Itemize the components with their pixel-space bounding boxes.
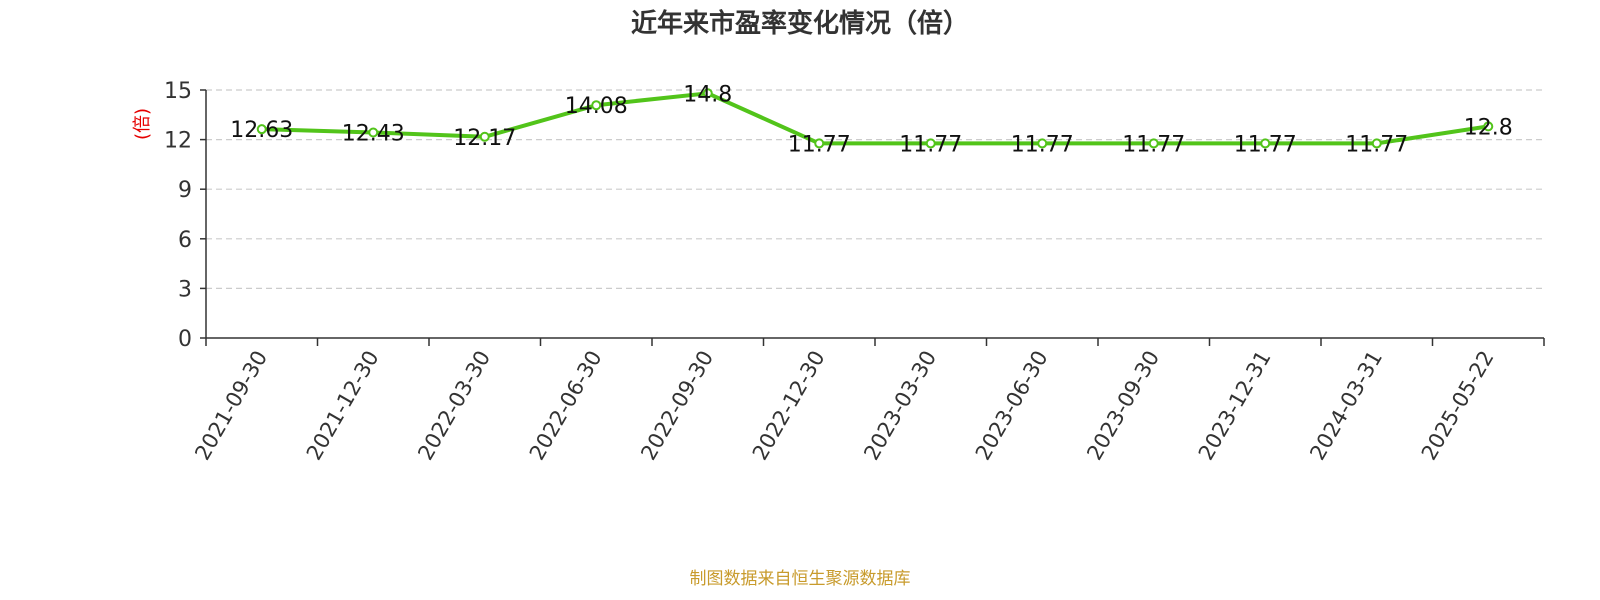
grid-lines	[206, 89, 1544, 289]
y-tick-label: 9	[178, 178, 192, 203]
y-tick-label: 12	[164, 129, 192, 154]
x-tick-label: 2024-03-31	[1305, 347, 1387, 465]
x-tick-label: 2022-12-30	[748, 347, 830, 465]
data-label: 11.77	[1122, 132, 1185, 157]
x-tick-label: 2023-09-30	[1082, 347, 1164, 465]
source-note: 制图数据来自恒生聚源数据库	[690, 569, 911, 589]
x-tick-label: 2022-03-30	[413, 347, 495, 465]
data-label: 14.8	[683, 82, 732, 107]
data-label: 11.77	[899, 132, 962, 157]
data-point	[256, 124, 267, 135]
data-point	[1148, 138, 1159, 149]
y-axis-label: (倍)	[132, 108, 153, 140]
data-labels: 12.63 12.43 12.17 14.08 14.8 11.77 11.77 11.77 1…	[230, 82, 1512, 157]
x-tick-label: 2022-09-30	[636, 347, 718, 465]
data-label: 11.77	[1011, 132, 1074, 157]
y-tick-label: 6	[178, 228, 192, 253]
data-label: 11.77	[788, 132, 851, 157]
y-tick-label: 15	[164, 79, 192, 104]
data-point	[479, 131, 490, 142]
data-label: 14.08	[565, 94, 628, 119]
x-tick-label: 2023-03-30	[859, 347, 941, 465]
data-point	[1371, 138, 1382, 149]
data-label: 12.17	[453, 126, 516, 151]
x-tick-label: 2023-06-30	[971, 347, 1053, 465]
series-line-group	[259, 91, 1491, 146]
y-tick-label: 3	[178, 277, 192, 302]
chart-title: 近年来市盈率变化情况（倍）	[631, 8, 969, 39]
data-label: 12.8	[1464, 115, 1513, 140]
data-points	[256, 88, 1494, 149]
x-tick-label: 2021-12-30	[302, 347, 384, 465]
y-tick-labels: 0 3 6 9 12 15	[164, 79, 192, 352]
x-tick-label: 2021-09-30	[190, 347, 272, 465]
axes	[200, 89, 1545, 346]
data-point	[591, 100, 602, 111]
series-line	[259, 91, 1491, 146]
data-point	[702, 88, 713, 99]
data-point	[814, 138, 825, 149]
data-point	[1260, 138, 1271, 149]
x-tick-label: 2023-12-31	[1194, 347, 1276, 465]
data-label: 12.43	[342, 121, 405, 146]
x-tick-labels: 2021-09-30 2021-12-30 2022-03-30 2022-06-30…	[190, 347, 1498, 465]
x-tick-label: 2025-05-22	[1417, 347, 1499, 465]
x-tick-label: 2022-06-30	[525, 347, 607, 465]
data-label: 12.63	[230, 118, 293, 143]
data-point	[1483, 121, 1494, 132]
data-point	[1037, 138, 1048, 149]
y-tick-label: 0	[178, 327, 192, 352]
data-point	[925, 138, 936, 149]
data-point	[368, 127, 379, 138]
data-label: 11.77	[1234, 132, 1297, 157]
data-label: 11.77	[1345, 132, 1408, 157]
